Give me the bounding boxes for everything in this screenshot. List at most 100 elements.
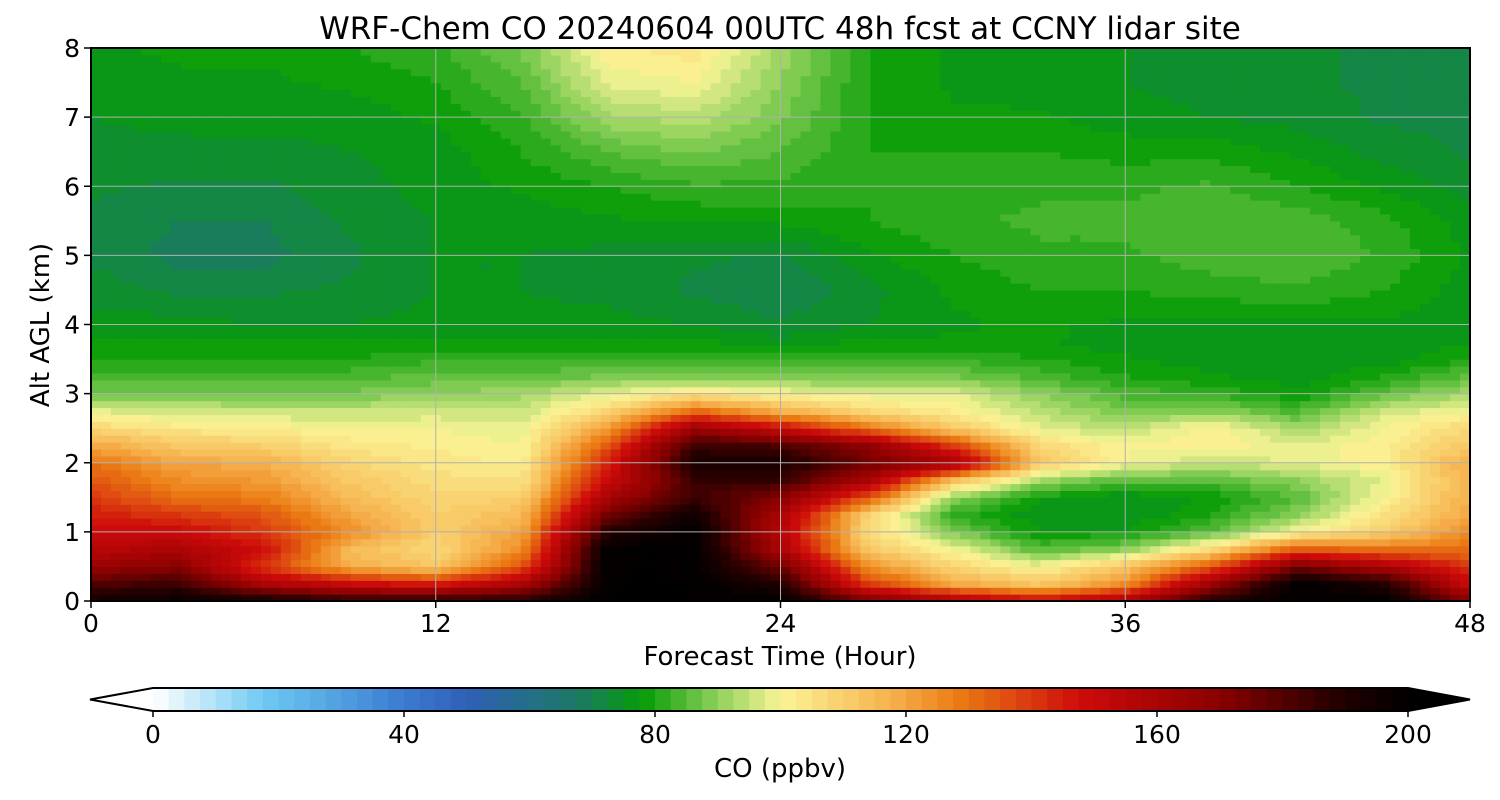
heatmap-cell <box>940 566 951 574</box>
heatmap-cell <box>600 400 612 409</box>
heatmap-cell <box>91 545 102 554</box>
heatmap-cell <box>870 421 882 429</box>
heatmap-cell <box>1380 552 1391 561</box>
heatmap-cell <box>820 476 832 485</box>
heatmap-cell <box>240 511 252 519</box>
heatmap-cell <box>1170 490 1181 498</box>
heatmap-cell <box>810 442 822 450</box>
heatmap-cell <box>440 386 452 395</box>
heatmap-cell <box>720 407 732 415</box>
heatmap-cell <box>1090 455 1101 464</box>
heatmap-cell <box>690 469 702 478</box>
heatmap-cell <box>1430 573 1441 581</box>
heatmap-cell <box>1330 372 1341 381</box>
heatmap-cell <box>470 462 482 471</box>
heatmap-cell <box>250 587 262 595</box>
heatmap-cell <box>760 497 772 505</box>
heatmap-cell <box>990 511 1001 519</box>
heatmap-cell <box>870 587 882 595</box>
heatmap-cell <box>260 442 272 450</box>
heatmap-cell <box>410 469 422 478</box>
heatmap-cell <box>1460 421 1471 429</box>
heatmap-cell <box>700 372 712 381</box>
heatmap-cell <box>750 400 762 409</box>
heatmap-cell <box>640 545 652 554</box>
heatmap-cell <box>300 345 312 353</box>
heatmap-cell <box>220 407 232 415</box>
heatmap-cell <box>1110 545 1121 554</box>
heatmap-cell <box>760 442 772 450</box>
heatmap-cell <box>680 518 692 526</box>
heatmap-cell <box>350 518 362 526</box>
heatmap-cell <box>1250 587 1261 595</box>
heatmap-cell <box>740 587 752 595</box>
heatmap-cell <box>990 497 1001 505</box>
heatmap-cell <box>370 352 382 360</box>
heatmap-cell <box>930 594 941 602</box>
heatmap-cell <box>1330 497 1341 505</box>
heatmap-cell <box>1110 428 1121 436</box>
heatmap-cell <box>1380 573 1391 581</box>
heatmap-cell <box>920 352 931 360</box>
heatmap-cell <box>210 531 222 540</box>
heatmap-cell <box>820 428 832 436</box>
heatmap-cell <box>1070 587 1081 595</box>
heatmap-cell <box>720 400 732 409</box>
heatmap-cell <box>750 538 762 547</box>
heatmap-cell <box>1070 594 1081 602</box>
heatmap-cell <box>140 580 152 588</box>
heatmap-cell <box>91 345 102 353</box>
heatmap-cell <box>350 345 362 353</box>
heatmap-cell <box>690 476 702 485</box>
heatmap-cell <box>1270 359 1281 367</box>
heatmap-cell <box>460 469 472 478</box>
heatmap-cell <box>220 594 232 602</box>
heatmap-cell <box>1100 393 1111 402</box>
heatmap-cell <box>470 538 482 547</box>
heatmap-cell <box>120 594 132 602</box>
heatmap-cell <box>1300 386 1311 395</box>
heatmap-cell <box>280 365 292 374</box>
heatmap-cell <box>1060 511 1071 519</box>
heatmap-cell <box>1200 566 1211 574</box>
heatmap-cell <box>740 518 752 526</box>
heatmap-cell <box>290 587 302 595</box>
heatmap-cell <box>870 511 882 519</box>
heatmap-cell <box>360 393 372 402</box>
heatmap-cell <box>1460 372 1471 381</box>
heatmap-cell <box>790 552 802 561</box>
heatmap-cell <box>920 455 931 464</box>
heatmap-cell <box>91 407 102 415</box>
heatmap-cell <box>930 428 941 436</box>
heatmap-cell <box>1140 511 1151 519</box>
heatmap-cell <box>190 428 202 436</box>
heatmap-cell <box>1130 518 1141 526</box>
heatmap-cell <box>420 531 432 540</box>
heatmap-cell <box>1180 587 1191 595</box>
heatmap-cell <box>1270 538 1281 547</box>
heatmap-cell <box>320 455 332 464</box>
heatmap-cell <box>330 428 342 436</box>
heatmap-cell <box>800 407 812 415</box>
heatmap-cell <box>140 497 152 505</box>
heatmap-cell <box>270 587 282 595</box>
heatmap-cell <box>510 552 522 561</box>
heatmap-cell <box>750 462 762 471</box>
heatmap-cell <box>1150 504 1161 512</box>
heatmap-cell <box>1440 365 1451 374</box>
heatmap-cell <box>360 497 372 505</box>
heatmap-cell <box>570 455 582 464</box>
heatmap-cell <box>610 490 622 498</box>
heatmap-cell <box>770 407 782 415</box>
heatmap-cell <box>550 573 562 581</box>
heatmap-cell <box>870 531 882 540</box>
heatmap-cell <box>920 365 931 374</box>
heatmap-cell <box>940 448 951 457</box>
heatmap-cell <box>1190 594 1201 602</box>
heatmap-cell <box>370 483 382 491</box>
heatmap-cell <box>1390 448 1401 457</box>
heatmap-cell <box>620 518 632 526</box>
heatmap-cell <box>270 462 282 471</box>
heatmap-cell <box>740 469 752 478</box>
heatmap-cell <box>1400 372 1411 381</box>
